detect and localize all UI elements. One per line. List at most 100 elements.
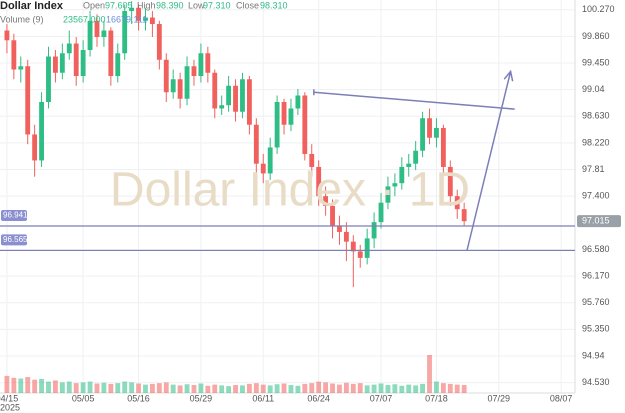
candle-body	[177, 79, 183, 99]
y-tick-label: 96.580	[582, 244, 610, 254]
candle-body	[59, 53, 65, 73]
x-tick-label: 05/29	[190, 393, 213, 403]
candle-body	[288, 108, 294, 125]
candle-body	[156, 24, 162, 60]
x-tick-label: 05/16	[127, 393, 150, 403]
candle-body	[350, 241, 356, 252]
candle-body	[87, 20, 93, 51]
line-label: 96.565	[3, 235, 28, 244]
candle-body	[406, 163, 412, 167]
volume-bar	[163, 382, 169, 393]
volume-bar	[184, 384, 190, 393]
y-tick-label: 98.220	[582, 137, 610, 147]
candle-body	[253, 124, 259, 164]
volume-bar	[288, 385, 294, 393]
volume-bar	[170, 384, 176, 393]
candle-body	[80, 50, 86, 77]
volume-bar	[219, 385, 225, 393]
candle-body	[427, 118, 432, 138]
y-tick-label: 94.530	[582, 377, 610, 387]
candle-body	[309, 153, 315, 167]
volume-bar	[32, 379, 38, 393]
volume-bar	[143, 384, 148, 393]
candle-body	[46, 56, 51, 102]
candle-body	[136, 7, 141, 21]
volume-bar	[434, 381, 439, 393]
volume-bar	[108, 383, 114, 393]
candle-body	[413, 150, 419, 164]
candle-body	[73, 43, 79, 77]
volume-bar	[94, 383, 100, 393]
y-tick-label: 94.94	[582, 350, 605, 360]
x-tick-label: 05/05	[72, 393, 95, 403]
volume-bar	[337, 384, 342, 393]
high-value: 98.390	[156, 0, 184, 10]
watermark: Dollar Index · 1D	[110, 164, 470, 217]
volume-bar	[4, 375, 10, 393]
volume-bar	[260, 384, 266, 393]
candle-body	[94, 20, 100, 38]
candle-body	[246, 79, 252, 125]
x-tick-label: 06/11	[252, 393, 274, 403]
volume-bar	[101, 382, 107, 393]
line-label: 96.941	[3, 211, 28, 220]
candle-body	[226, 85, 232, 106]
trendline	[466, 71, 512, 251]
y-tick-label: 97.81	[582, 164, 605, 174]
volume-bar	[378, 383, 384, 393]
candle-body	[25, 66, 31, 135]
volume-bar	[177, 385, 183, 393]
candle-body	[149, 17, 155, 25]
y-tick-label: 99.04	[582, 84, 605, 94]
volume-value: 23567.000	[63, 14, 106, 24]
candle-body	[392, 183, 398, 187]
x-tick-label: 07/29	[488, 393, 511, 403]
candle-body	[260, 163, 266, 174]
y-tick-label: 99.860	[582, 31, 610, 41]
volume-bar	[447, 383, 453, 393]
volume-bar	[274, 384, 280, 393]
volume-bar	[226, 386, 232, 393]
candle-body	[267, 147, 273, 174]
candle-body	[378, 202, 384, 223]
candle-body	[212, 72, 218, 109]
volume-bar	[122, 381, 128, 393]
volume-bar	[427, 355, 432, 393]
candle-body	[420, 118, 426, 151]
price-label: 97.015	[582, 216, 610, 226]
candle-body	[170, 79, 176, 93]
volume-bar	[267, 385, 273, 393]
volume-bar	[371, 384, 377, 393]
candle-body	[343, 231, 349, 242]
volume-bar	[364, 385, 370, 393]
volume-bar	[80, 382, 86, 393]
volume-bar	[212, 384, 218, 393]
open-label: Open	[83, 0, 105, 10]
volume-bar	[136, 383, 141, 393]
y-tick-label: 95.350	[582, 324, 610, 334]
volume-bar	[295, 385, 301, 393]
candle-body	[66, 43, 72, 54]
y-tick-label: 96.170	[582, 270, 610, 280]
candle-body	[364, 238, 370, 258]
volume-bar	[330, 383, 335, 393]
volume-bar	[323, 382, 329, 393]
candle-body	[295, 95, 301, 109]
candle-body	[198, 53, 204, 77]
x-tick-label: 07/18	[425, 393, 448, 403]
price-label-box	[577, 215, 621, 228]
volume-bar	[281, 383, 287, 393]
volume-bar	[87, 381, 93, 393]
volume-bar	[46, 381, 51, 393]
candle-body	[11, 40, 17, 70]
candle-body	[32, 134, 38, 161]
line-label-box	[1, 234, 27, 246]
candle-body	[4, 30, 10, 41]
candle-body	[108, 30, 114, 77]
candle-body	[316, 166, 322, 197]
y-tick-label: 95.760	[582, 297, 610, 307]
high-label: High	[137, 0, 156, 10]
candle-body	[184, 66, 190, 99]
volume-bar	[406, 384, 412, 393]
candle-body	[18, 66, 24, 70]
